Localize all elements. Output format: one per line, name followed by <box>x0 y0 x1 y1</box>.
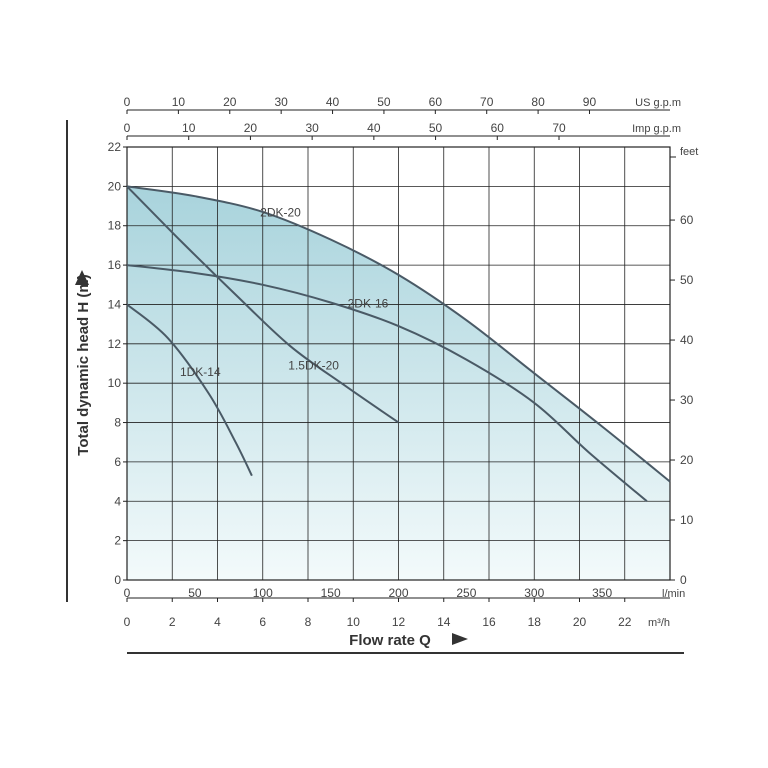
curve-labels: 2DK-20 2DK-16 1.5DK-20 1DK-14 <box>180 206 389 379</box>
us-gpm-tick-label: 40 <box>326 95 340 109</box>
m3h-tick-label: 14 <box>437 615 451 629</box>
imp-gpm-tick-label: 70 <box>552 121 566 135</box>
imp-gpm-tick-label: 0 <box>124 121 131 135</box>
m3h-tick-label: 4 <box>214 615 221 629</box>
imp-gpm-tick-label: 60 <box>491 121 505 135</box>
m3h-tick-label: 0 <box>124 615 131 629</box>
curve-2dk-20 <box>126 185 671 483</box>
y-axis-arrow-icon <box>75 270 89 285</box>
curve-label: 2DK-20 <box>260 206 301 220</box>
imp-gpm-tick-label: 40 <box>367 121 381 135</box>
x-axis-imp-gpm: 0 10 20 30 40 50 60 70 Imp g.p.m <box>124 121 681 140</box>
y-tick-label: 22 <box>108 140 122 154</box>
lmin-tick-label: 200 <box>388 586 408 600</box>
lmin-tick-label: 350 <box>592 586 612 600</box>
plot-border <box>126 146 671 581</box>
lmin-tick-label: 250 <box>456 586 476 600</box>
m3h-tick-label: 10 <box>347 615 361 629</box>
curve-label: 1DK-14 <box>180 365 221 379</box>
y-axis-feet: 0 10 20 30 40 50 60 feet <box>670 146 698 587</box>
us-gpm-tick-label: 80 <box>531 95 545 109</box>
x-axis-arrow-icon <box>452 633 468 645</box>
y-tick-label: 14 <box>108 297 122 311</box>
imp-gpm-tick-label: 10 <box>182 121 196 135</box>
y-tick-label: 2 <box>114 534 121 548</box>
us-gpm-tick-label: 10 <box>172 95 186 109</box>
m3h-unit-label: m³/h <box>648 617 670 629</box>
us-gpm-tick-label: 60 <box>429 95 443 109</box>
m3h-tick-label: 2 <box>169 615 176 629</box>
imp-gpm-unit-label: Imp g.p.m <box>632 123 681 135</box>
us-gpm-unit-label: US g.p.m <box>635 97 681 109</box>
y-tick-label: 16 <box>108 258 122 272</box>
feet-unit-label: feet <box>680 146 698 158</box>
feet-tick-label: 50 <box>680 273 694 287</box>
imp-gpm-tick-label: 20 <box>244 121 258 135</box>
y-axis-title: Total dynamic head H (m) <box>75 274 92 455</box>
imp-gpm-tick-label: 30 <box>305 121 319 135</box>
y-tick-label: 4 <box>114 494 121 508</box>
x-axis-us-gpm: 0 10 20 30 40 50 60 70 80 90 US g.p.m <box>124 95 681 114</box>
lmin-tick-label: 150 <box>321 586 341 600</box>
lmin-tick-label: 100 <box>253 586 273 600</box>
feet-tick-label: 0 <box>680 573 687 587</box>
curves <box>126 185 671 503</box>
x-axis-lmin: 0 50 100 150 200 250 300 350 l/min <box>124 586 686 600</box>
lmin-tick-label: 300 <box>524 586 544 600</box>
y-tick-label: 12 <box>108 337 122 351</box>
y-tick-label: 10 <box>108 376 122 390</box>
lmin-tick-label: 0 <box>124 586 131 600</box>
feet-tick-label: 40 <box>680 333 694 347</box>
y-tick-label: 20 <box>108 179 122 193</box>
curve-label: 1.5DK-20 <box>288 359 339 373</box>
curve-1-5dk-20 <box>126 185 400 424</box>
m3h-tick-label: 16 <box>482 615 496 629</box>
y-axis-head: 0 2 4 6 8 10 12 14 16 18 20 22 <box>108 140 127 587</box>
m3h-tick-label: 18 <box>528 615 542 629</box>
feet-tick-label: 30 <box>680 393 694 407</box>
us-gpm-tick-label: 0 <box>124 95 131 109</box>
feet-tick-label: 10 <box>680 513 694 527</box>
lmin-unit-label: l/min <box>662 588 685 600</box>
m3h-tick-label: 22 <box>618 615 632 629</box>
feet-tick-label: 20 <box>680 453 694 467</box>
curve-label: 2DK-16 <box>348 296 389 310</box>
us-gpm-tick-label: 20 <box>223 95 237 109</box>
imp-gpm-tick-label: 50 <box>429 121 443 135</box>
y-tick-label: 0 <box>114 573 121 587</box>
feet-tick-label: 60 <box>680 213 694 227</box>
m3h-tick-label: 12 <box>392 615 406 629</box>
x-axis-title: Flow rate Q <box>349 632 431 649</box>
y-tick-label: 8 <box>114 416 121 430</box>
y-tick-label: 18 <box>108 219 122 233</box>
m3h-tick-label: 6 <box>259 615 266 629</box>
grid <box>127 147 670 580</box>
us-gpm-tick-label: 90 <box>583 95 597 109</box>
us-gpm-tick-label: 30 <box>274 95 288 109</box>
us-gpm-tick-label: 50 <box>377 95 391 109</box>
us-gpm-tick-label: 70 <box>480 95 494 109</box>
lmin-tick-label: 50 <box>188 586 202 600</box>
curve-1dk-14 <box>126 303 253 477</box>
m3h-tick-label: 8 <box>305 615 312 629</box>
y-tick-label: 6 <box>114 455 121 469</box>
x-axis-m3h: 0 2 4 6 8 10 12 14 16 18 20 22 m³/h <box>124 597 670 629</box>
m3h-tick-label: 20 <box>573 615 587 629</box>
